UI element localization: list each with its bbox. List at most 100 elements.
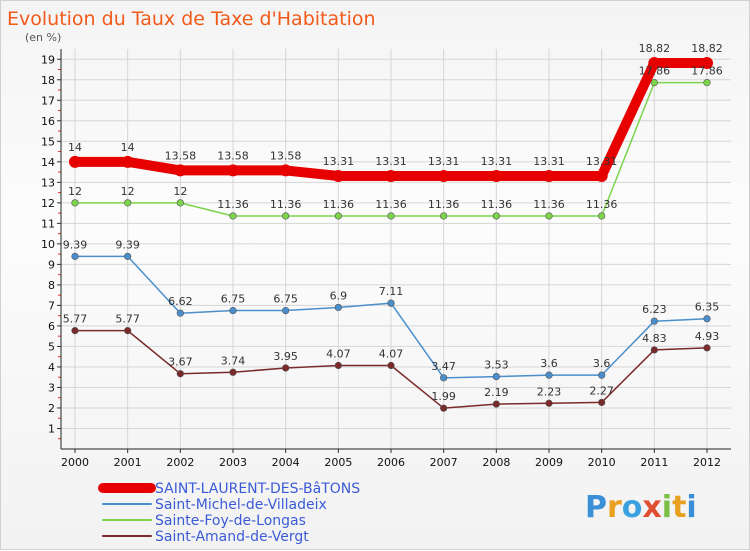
data-point (492, 372, 500, 381)
y-tick-label: 8 (48, 279, 55, 292)
y-tick-label: 6 (48, 320, 55, 333)
logo-text: Proxiti (585, 490, 697, 525)
x-tick-label: 2006 (377, 456, 405, 469)
x-tick-label: 2002 (166, 456, 194, 469)
data-label: 6.23 (642, 303, 667, 316)
y-tick-label: 15 (41, 135, 55, 148)
data-point (648, 56, 661, 69)
x-tick-label: 2001 (114, 456, 142, 469)
data-label: 6.9 (330, 289, 348, 302)
y-tick-label: 10 (41, 238, 55, 251)
chart-subtitle: (en %) (25, 31, 61, 44)
data-point (282, 364, 290, 372)
data-point (334, 361, 342, 370)
y-tick-label: 9 (48, 258, 55, 271)
data-label: 13.31 (375, 155, 407, 168)
y-tick-label: 17 (41, 94, 55, 107)
data-label: 6.75 (221, 293, 246, 306)
data-point (121, 155, 134, 168)
data-label: 2.27 (589, 384, 614, 397)
data-point (437, 169, 450, 182)
data-point (595, 169, 608, 182)
data-point (387, 212, 395, 220)
series-layer (69, 56, 713, 412)
data-point (71, 252, 79, 260)
data-point (387, 361, 395, 370)
data-label: 14 (121, 141, 135, 154)
data-label: 3.6 (540, 357, 558, 370)
data-label: 11.36 (217, 198, 249, 211)
data-label: 11.36 (481, 198, 513, 211)
data-label: 13.58 (270, 149, 302, 162)
data-point (124, 327, 132, 335)
data-label: 2.19 (484, 386, 509, 399)
data-point (440, 374, 448, 382)
data-label: 6.35 (695, 301, 720, 314)
y-tick-label: 4 (48, 361, 55, 374)
data-point (650, 317, 658, 325)
x-tick-label: 2012 (693, 456, 721, 469)
data-point (124, 252, 132, 260)
y-tick-label: 5 (48, 340, 55, 353)
data-point (598, 212, 606, 220)
data-label: 3.67 (168, 356, 193, 369)
data-point (176, 370, 184, 378)
data-label: 13.31 (428, 155, 460, 168)
data-point (703, 79, 711, 87)
y-tick-label: 19 (41, 53, 55, 66)
data-label: 11.36 (270, 198, 302, 211)
data-label: 11.36 (375, 198, 407, 211)
y-tick-label: 13 (41, 176, 55, 189)
data-label-layer: 9.39 9.39 6.62 6.75 6.75 6.9 7.11 3.47 3.53 3.6 3.… (63, 42, 723, 403)
data-label: 6.75 (273, 293, 298, 306)
data-label: 11.36 (428, 198, 460, 211)
data-point (279, 164, 292, 177)
y-tick-label: 16 (41, 115, 55, 128)
data-point (334, 212, 342, 220)
data-point (229, 368, 237, 376)
legend-label: Saint-Amand-de-Vergt (155, 529, 309, 545)
data-point (650, 79, 658, 87)
legend-label: SAINT-LAURENT-DES-BâTONS (155, 481, 360, 497)
data-label: 4.83 (642, 332, 667, 345)
data-point (440, 404, 448, 412)
data-point (492, 400, 500, 408)
data-label: 4.93 (695, 330, 720, 343)
data-label: 13.31 (533, 155, 565, 168)
y-tick-label: 7 (48, 299, 55, 312)
data-point (703, 344, 711, 352)
data-point (490, 169, 503, 182)
x-tick-label: 2009 (535, 456, 563, 469)
data-label: 17.86 (639, 65, 671, 78)
data-point (545, 212, 553, 220)
data-label: 7.11 (379, 285, 404, 298)
data-label: 12 (68, 185, 82, 198)
y-tick-label: 11 (41, 217, 55, 230)
data-point (282, 306, 290, 315)
y-tick-label: 14 (41, 156, 55, 169)
x-tick-label: 2011 (640, 456, 668, 469)
data-label: 1.99 (431, 390, 456, 403)
data-point (598, 371, 606, 379)
data-label: 5.77 (115, 313, 140, 326)
data-label: 13.31 (481, 155, 513, 168)
data-label: 4.07 (326, 348, 351, 361)
y-tick-label: 3 (48, 381, 55, 394)
data-label: 18.82 (639, 42, 671, 55)
data-label: 11.36 (586, 198, 618, 211)
data-point (229, 306, 237, 315)
data-point (385, 169, 397, 182)
x-tick-label: 2005 (324, 456, 352, 469)
x-tick-label: 2007 (430, 456, 458, 469)
data-point (229, 212, 237, 220)
data-label: 4.07 (379, 348, 404, 361)
data-label: 9.39 (63, 238, 88, 251)
data-label: 12 (173, 185, 187, 198)
y-tick-label: 18 (41, 74, 55, 87)
data-point (598, 398, 606, 407)
data-point (703, 315, 711, 323)
data-label: 6.62 (168, 295, 193, 308)
data-label: 13.58 (165, 149, 197, 162)
